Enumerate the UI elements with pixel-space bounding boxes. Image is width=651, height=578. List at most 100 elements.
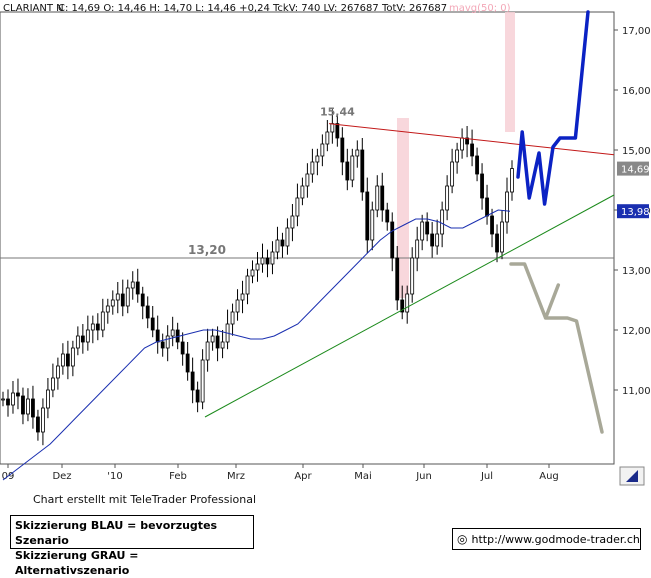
scenario-legend: Skizzierung BLAU = bevorzugtes Szenario …	[10, 515, 254, 577]
candle-body	[385, 209, 390, 223]
candle-body	[500, 221, 504, 253]
quote-line: C: 14,69 O: 14,46 H: 14,70 L: 14,46 +0,2…	[58, 3, 447, 14]
candle-body	[95, 323, 100, 331]
y-tick-label: 13,00	[622, 266, 651, 277]
x-tick-label: Mai	[354, 471, 372, 482]
y-tick-label: 12,00	[622, 326, 651, 337]
x-tick-label: Dez	[52, 471, 71, 482]
candle-body	[490, 215, 494, 235]
last-price-label: 14,69	[621, 165, 650, 176]
candle-body	[100, 311, 105, 331]
candle-body	[155, 329, 160, 343]
candle-body	[460, 137, 464, 151]
candle-body	[180, 341, 185, 355]
candle-body	[475, 155, 479, 175]
candle-body	[6, 398, 10, 406]
candle-body	[145, 305, 150, 319]
candle-body	[80, 335, 85, 343]
candle-body	[275, 239, 280, 253]
candle-body	[300, 185, 305, 199]
candle-body	[60, 353, 65, 367]
trendlines	[204, 123, 615, 418]
candle-body	[205, 341, 210, 361]
candle-body	[125, 287, 130, 307]
candle-body	[495, 233, 499, 253]
candle-body	[215, 335, 220, 349]
candle-body	[435, 233, 440, 247]
candle-body	[115, 293, 120, 301]
moving-average-line	[2, 209, 511, 481]
candle-body	[415, 239, 420, 259]
last-price-tag	[617, 161, 649, 176]
x-tick-label: Feb	[169, 471, 187, 482]
candle-body	[1, 398, 5, 401]
candle-body	[445, 185, 450, 211]
candle-body	[190, 371, 195, 391]
candle-body	[315, 155, 320, 163]
candle-body	[240, 293, 245, 301]
candle-body	[36, 416, 40, 433]
candle-body	[235, 299, 240, 313]
candle-body	[270, 251, 275, 265]
x-tick-label: '10	[107, 471, 122, 482]
candle-body	[380, 185, 385, 211]
website-link[interactable]: ◎ http://www.godmode-trader.ch	[452, 528, 641, 550]
y-tick-label: 11,00	[622, 386, 651, 397]
candle-body	[330, 123, 335, 133]
candle-body	[340, 137, 345, 163]
candle-body	[120, 293, 125, 307]
x-tick-label: Apr	[294, 471, 312, 482]
candle-body	[195, 389, 200, 403]
candle-body	[400, 299, 405, 313]
ma-value-label: 13,98	[621, 207, 650, 218]
candle-body	[105, 305, 110, 313]
website-url[interactable]: http://www.godmode-trader.ch	[471, 532, 640, 546]
candle-body	[170, 329, 175, 337]
candle-body	[285, 227, 290, 247]
candle-body	[41, 407, 45, 433]
candle-body	[140, 293, 145, 307]
high-label: 15,44	[320, 106, 355, 119]
candle-body	[26, 398, 30, 415]
candle-body	[16, 392, 20, 397]
candle-body	[135, 281, 140, 295]
highlight-band	[505, 12, 515, 132]
x-tick-label: Jun	[415, 471, 432, 482]
legend-blue: Skizzierung BLAU = bevorzugtes Szenario	[15, 519, 218, 547]
indicator-label: mavg(50; 0)	[449, 3, 511, 14]
candle-body	[440, 209, 445, 235]
candle-body	[245, 275, 250, 295]
candle-body	[21, 395, 25, 415]
candle-body	[410, 257, 415, 295]
y-tick-label: 17,00	[622, 26, 651, 37]
candle-body	[31, 398, 35, 418]
candle-body	[265, 257, 270, 265]
candle-body	[345, 161, 350, 181]
candle-body	[250, 269, 255, 277]
candle-body	[255, 263, 260, 271]
candle-body	[220, 341, 225, 349]
candle-body	[260, 257, 265, 265]
candle-body	[335, 123, 340, 139]
candle-body	[295, 197, 300, 217]
resistance-trendline	[328, 123, 615, 156]
x-tick-label: Mrz	[227, 471, 245, 482]
candle-body	[85, 329, 90, 343]
plot-area	[0, 11, 615, 465]
candle-body	[320, 143, 325, 157]
candle-body	[210, 335, 215, 343]
x-tick-label: Aug	[539, 471, 559, 482]
scenarios	[509, 10, 604, 434]
candle-body	[160, 341, 165, 349]
moving-average	[2, 209, 511, 481]
blue-scenario-path	[516, 10, 590, 206]
candle-body	[75, 335, 80, 349]
candle-body	[425, 221, 430, 235]
candle-body	[390, 221, 395, 259]
globe-icon: ◎	[457, 532, 468, 546]
candle-body	[325, 131, 330, 145]
candle-body	[505, 191, 509, 223]
expand-arrow-icon	[626, 470, 638, 482]
candle-body	[465, 137, 469, 145]
